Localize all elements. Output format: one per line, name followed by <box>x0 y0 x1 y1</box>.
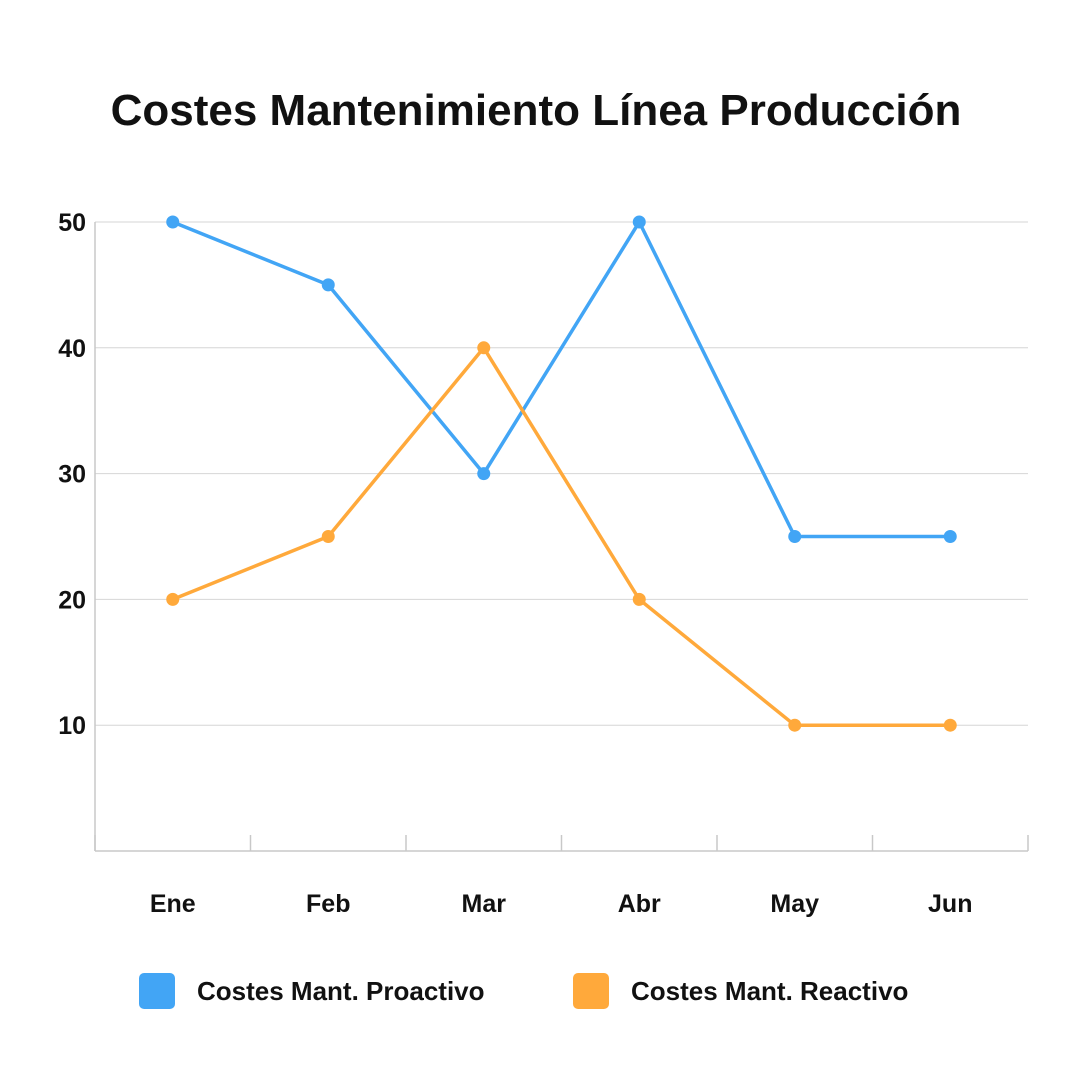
y-tick-label: 20 <box>58 586 86 614</box>
x-tick-label: May <box>770 890 819 918</box>
axes <box>94 222 1029 852</box>
data-point <box>321 278 335 292</box>
legend-item-reactivo: Costes Mant. Reactivo <box>573 972 908 1010</box>
x-tick-label: Ene <box>150 890 196 918</box>
legend-label-reactivo: Costes Mant. Reactivo <box>631 975 909 1006</box>
data-point <box>788 530 802 543</box>
chart-title: Costes Mantenimiento Línea Producción <box>110 86 962 135</box>
data-point <box>477 467 491 481</box>
x-tick-label: Abr <box>618 890 661 918</box>
series <box>166 215 957 732</box>
legend: Costes Mant. Proactivo Costes Mant. Reac… <box>0 972 1080 1012</box>
series-line-1 <box>171 346 952 727</box>
x-tick-label: Mar <box>462 890 507 918</box>
series-line-0 <box>171 220 952 539</box>
data-point <box>632 215 646 229</box>
data-point <box>477 341 491 355</box>
y-tick-label: 40 <box>58 335 86 363</box>
data-point <box>166 592 180 606</box>
x-tick-label: Jun <box>928 890 972 918</box>
data-point <box>632 592 646 606</box>
y-tick-label: 30 <box>58 461 86 489</box>
x-tick-label: Feb <box>306 890 350 918</box>
y-tick-label: 50 <box>58 209 86 237</box>
y-tick-labels: 10 20 30 40 50 <box>58 209 86 740</box>
data-point <box>166 215 180 229</box>
legend-item-proactivo: Costes Mant. Proactivo <box>139 972 485 1010</box>
legend-label-proactivo: Costes Mant. Proactivo <box>197 975 485 1006</box>
data-point <box>788 718 802 732</box>
legend-swatch-reactivo <box>573 973 609 1009</box>
data-point <box>943 530 957 543</box>
data-point <box>943 718 957 732</box>
legend-swatch-proactivo <box>139 973 175 1009</box>
data-point <box>321 530 335 543</box>
x-tick-labels: Ene Feb Mar Abr May Jun <box>150 890 973 918</box>
y-tick-label: 10 <box>58 712 86 740</box>
